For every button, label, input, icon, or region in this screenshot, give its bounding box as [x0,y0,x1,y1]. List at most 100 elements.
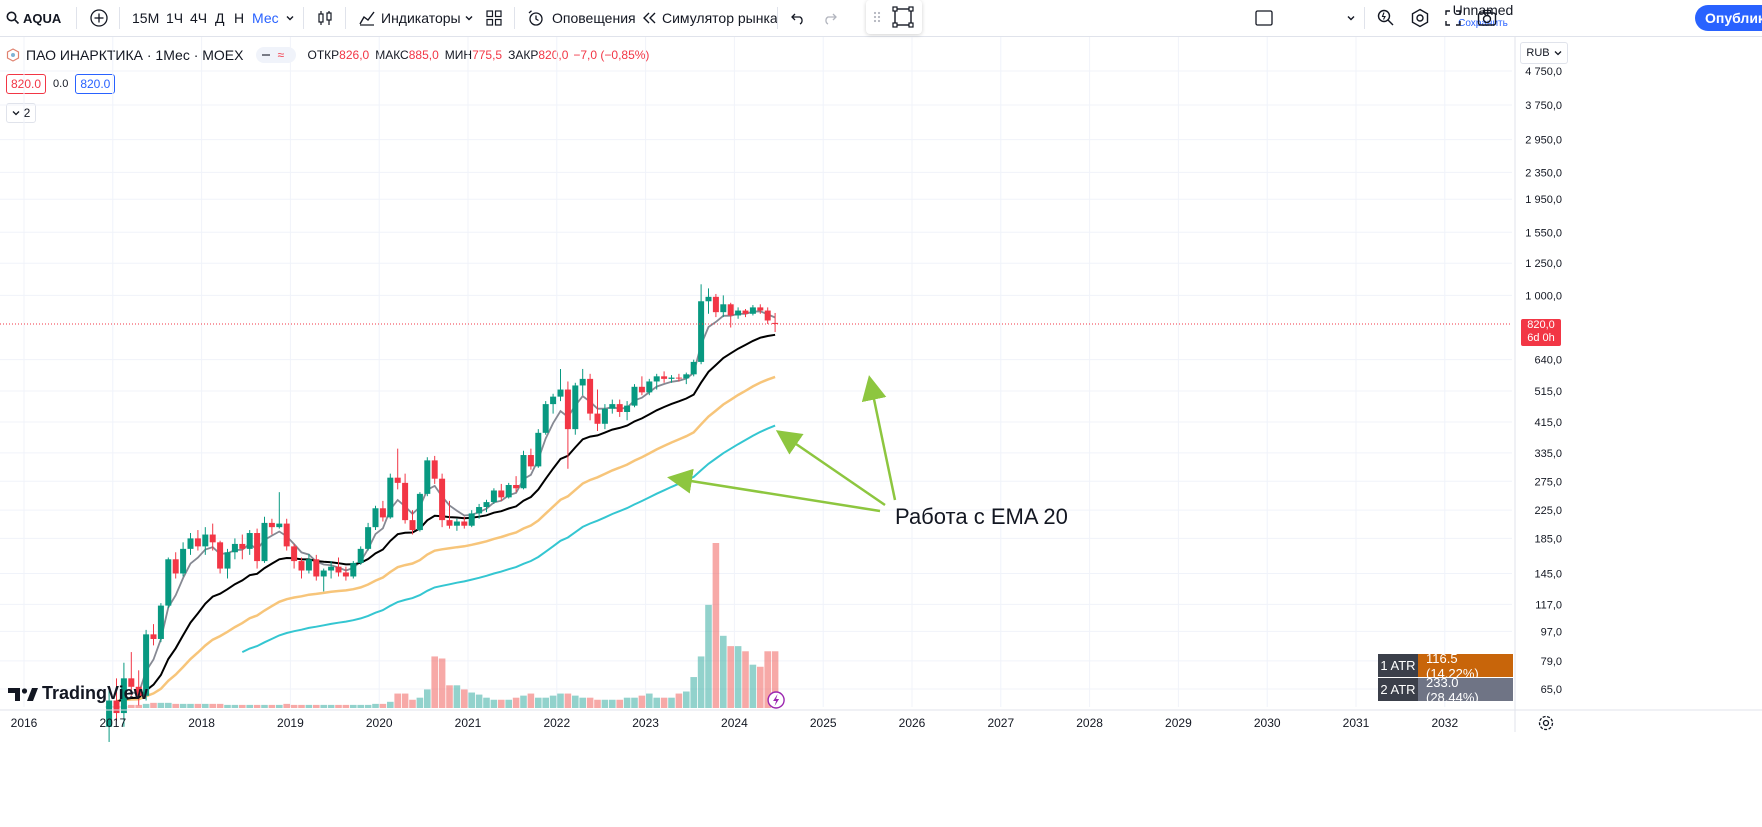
interval-label: Д [215,10,225,26]
high-label: МАКС [375,48,409,62]
candle-body [468,513,475,526]
chart-legend: ПАО ИНАРКТИКА · 1Мес · MOEX ≈ ОТКР 826,0 … [6,47,649,63]
candle-body [394,477,401,483]
volume-bar [372,703,379,708]
time-tick-label: 2025 [810,716,837,730]
candle-body [135,686,142,696]
candle-body [180,548,187,574]
time-tick-label: 2029 [1165,716,1192,730]
compare-button[interactable] [89,0,109,36]
symbol-label: AQUA [23,10,62,26]
price-chart[interactable]: 4 750,0 3 750,0 2 950,0 2 350,0 1 950,0 1 550… [0,37,1762,827]
candle-body [291,546,298,562]
screenshot-button[interactable] [1477,0,1497,36]
templates-button[interactable] [485,0,503,36]
volume-bar [224,704,231,708]
price-tick-label: 117,0 [1535,599,1562,611]
volume-bar [157,702,165,708]
price-tick-label: 185,0 [1534,533,1562,545]
sell-button[interactable]: 820.0 [6,74,47,94]
indicators-dropdown[interactable] [464,0,474,36]
settings-button[interactable] [1410,0,1430,36]
candle-body [402,482,409,521]
ema-5-line [115,310,776,706]
volume-bar [431,656,438,708]
annotation-arrows[interactable]: Работа с EMA 20 [667,375,1068,529]
time-tick-label: 2018 [188,716,215,730]
interval-month[interactable]: Мес [252,0,279,36]
volume-bar [631,697,638,708]
candles-icon [318,11,332,25]
symbol-logo-icon [6,48,20,62]
volume-bar [446,685,453,708]
dividend-marker[interactable] [767,691,785,709]
volume-bar [424,689,431,708]
publish-button[interactable]: Опубликовать [1695,5,1762,31]
candle-body [335,566,342,573]
indicators-collapse-button[interactable]: 2 [6,103,36,123]
price-axis[interactable]: 4 750,0 3 750,0 2 950,0 2 350,0 1 950,0 1 550… [1514,37,1562,732]
axis-settings-button[interactable] [1537,714,1555,732]
price-tick-label: 1 250,0 [1525,258,1562,270]
quick-search-button[interactable] [1376,0,1396,36]
volume-bar [705,604,712,708]
currency-button[interactable]: RUB [1520,42,1568,64]
candle-body [698,301,705,362]
candle-body [646,381,653,393]
volume-bar [150,702,157,708]
candle-body [268,522,275,528]
interval-week[interactable]: Н [234,0,244,36]
volume-bar [690,677,697,708]
divider [514,7,515,29]
drag-handle-icon[interactable] [872,9,882,25]
layout-dropdown[interactable] [1346,0,1356,36]
candle-body [668,377,675,379]
ema-50-line [116,375,776,703]
volume-bar [675,693,683,708]
candle-body [209,534,216,543]
candle-body [120,678,127,714]
volume-bar [638,695,646,708]
candle-body [172,559,179,574]
interval-1h[interactable]: 1Ч [166,0,183,36]
price-tick-label: 79,0 [1541,656,1562,668]
legend-toggle-pill[interactable]: ≈ [255,47,296,63]
candle-body [587,378,594,414]
chart-type-button[interactable] [316,0,334,36]
redo-button[interactable] [822,0,840,36]
trade-price-boxes: 820.0 0.0 820.0 [6,74,116,94]
symbol-search[interactable]: AQUA [6,0,61,36]
volume-bar [557,693,564,708]
volume-bar [409,699,416,708]
buy-button[interactable]: 820.0 [75,74,116,94]
undo-button[interactable] [788,0,806,36]
fullscreen-button[interactable] [1444,0,1462,36]
interval-dropdown[interactable] [285,0,295,36]
drawing-widget[interactable] [866,0,922,34]
tradingview-logo[interactable]: TradingView [8,683,148,704]
volume-bar [142,703,150,708]
volume-bar [579,697,586,708]
rectangle-tool-icon[interactable] [892,6,914,28]
interval-day[interactable]: Д [215,0,224,36]
replay-button[interactable]: Симулятор рынка [642,0,778,36]
time-axis[interactable]: 2016 2017 2018 2019 2020 2021 2022 2023 2024 2025… [0,709,1762,730]
indicators-button[interactable]: Индикаторы [358,0,461,36]
candlesticks [106,284,779,742]
volume-bar [135,704,142,708]
interval-4h[interactable]: 4Ч [190,0,207,36]
divider [303,7,304,29]
layout-checkbox[interactable] [1255,0,1273,36]
chevron-down-icon [465,16,473,21]
volume-bar [298,704,305,708]
annotation-text: Работа с EMA 20 [895,504,1068,529]
alerts-button[interactable]: Оповещения [527,0,636,36]
volume-bar [342,704,350,708]
candle-body [564,389,571,430]
candle-body [579,378,586,386]
interval-15m[interactable]: 15М [132,0,159,36]
atr-label: 1 ATR [1378,654,1418,677]
volume-bar [350,704,357,708]
price-tick-label: 145,0 [1534,568,1562,580]
candle-body [239,543,246,549]
